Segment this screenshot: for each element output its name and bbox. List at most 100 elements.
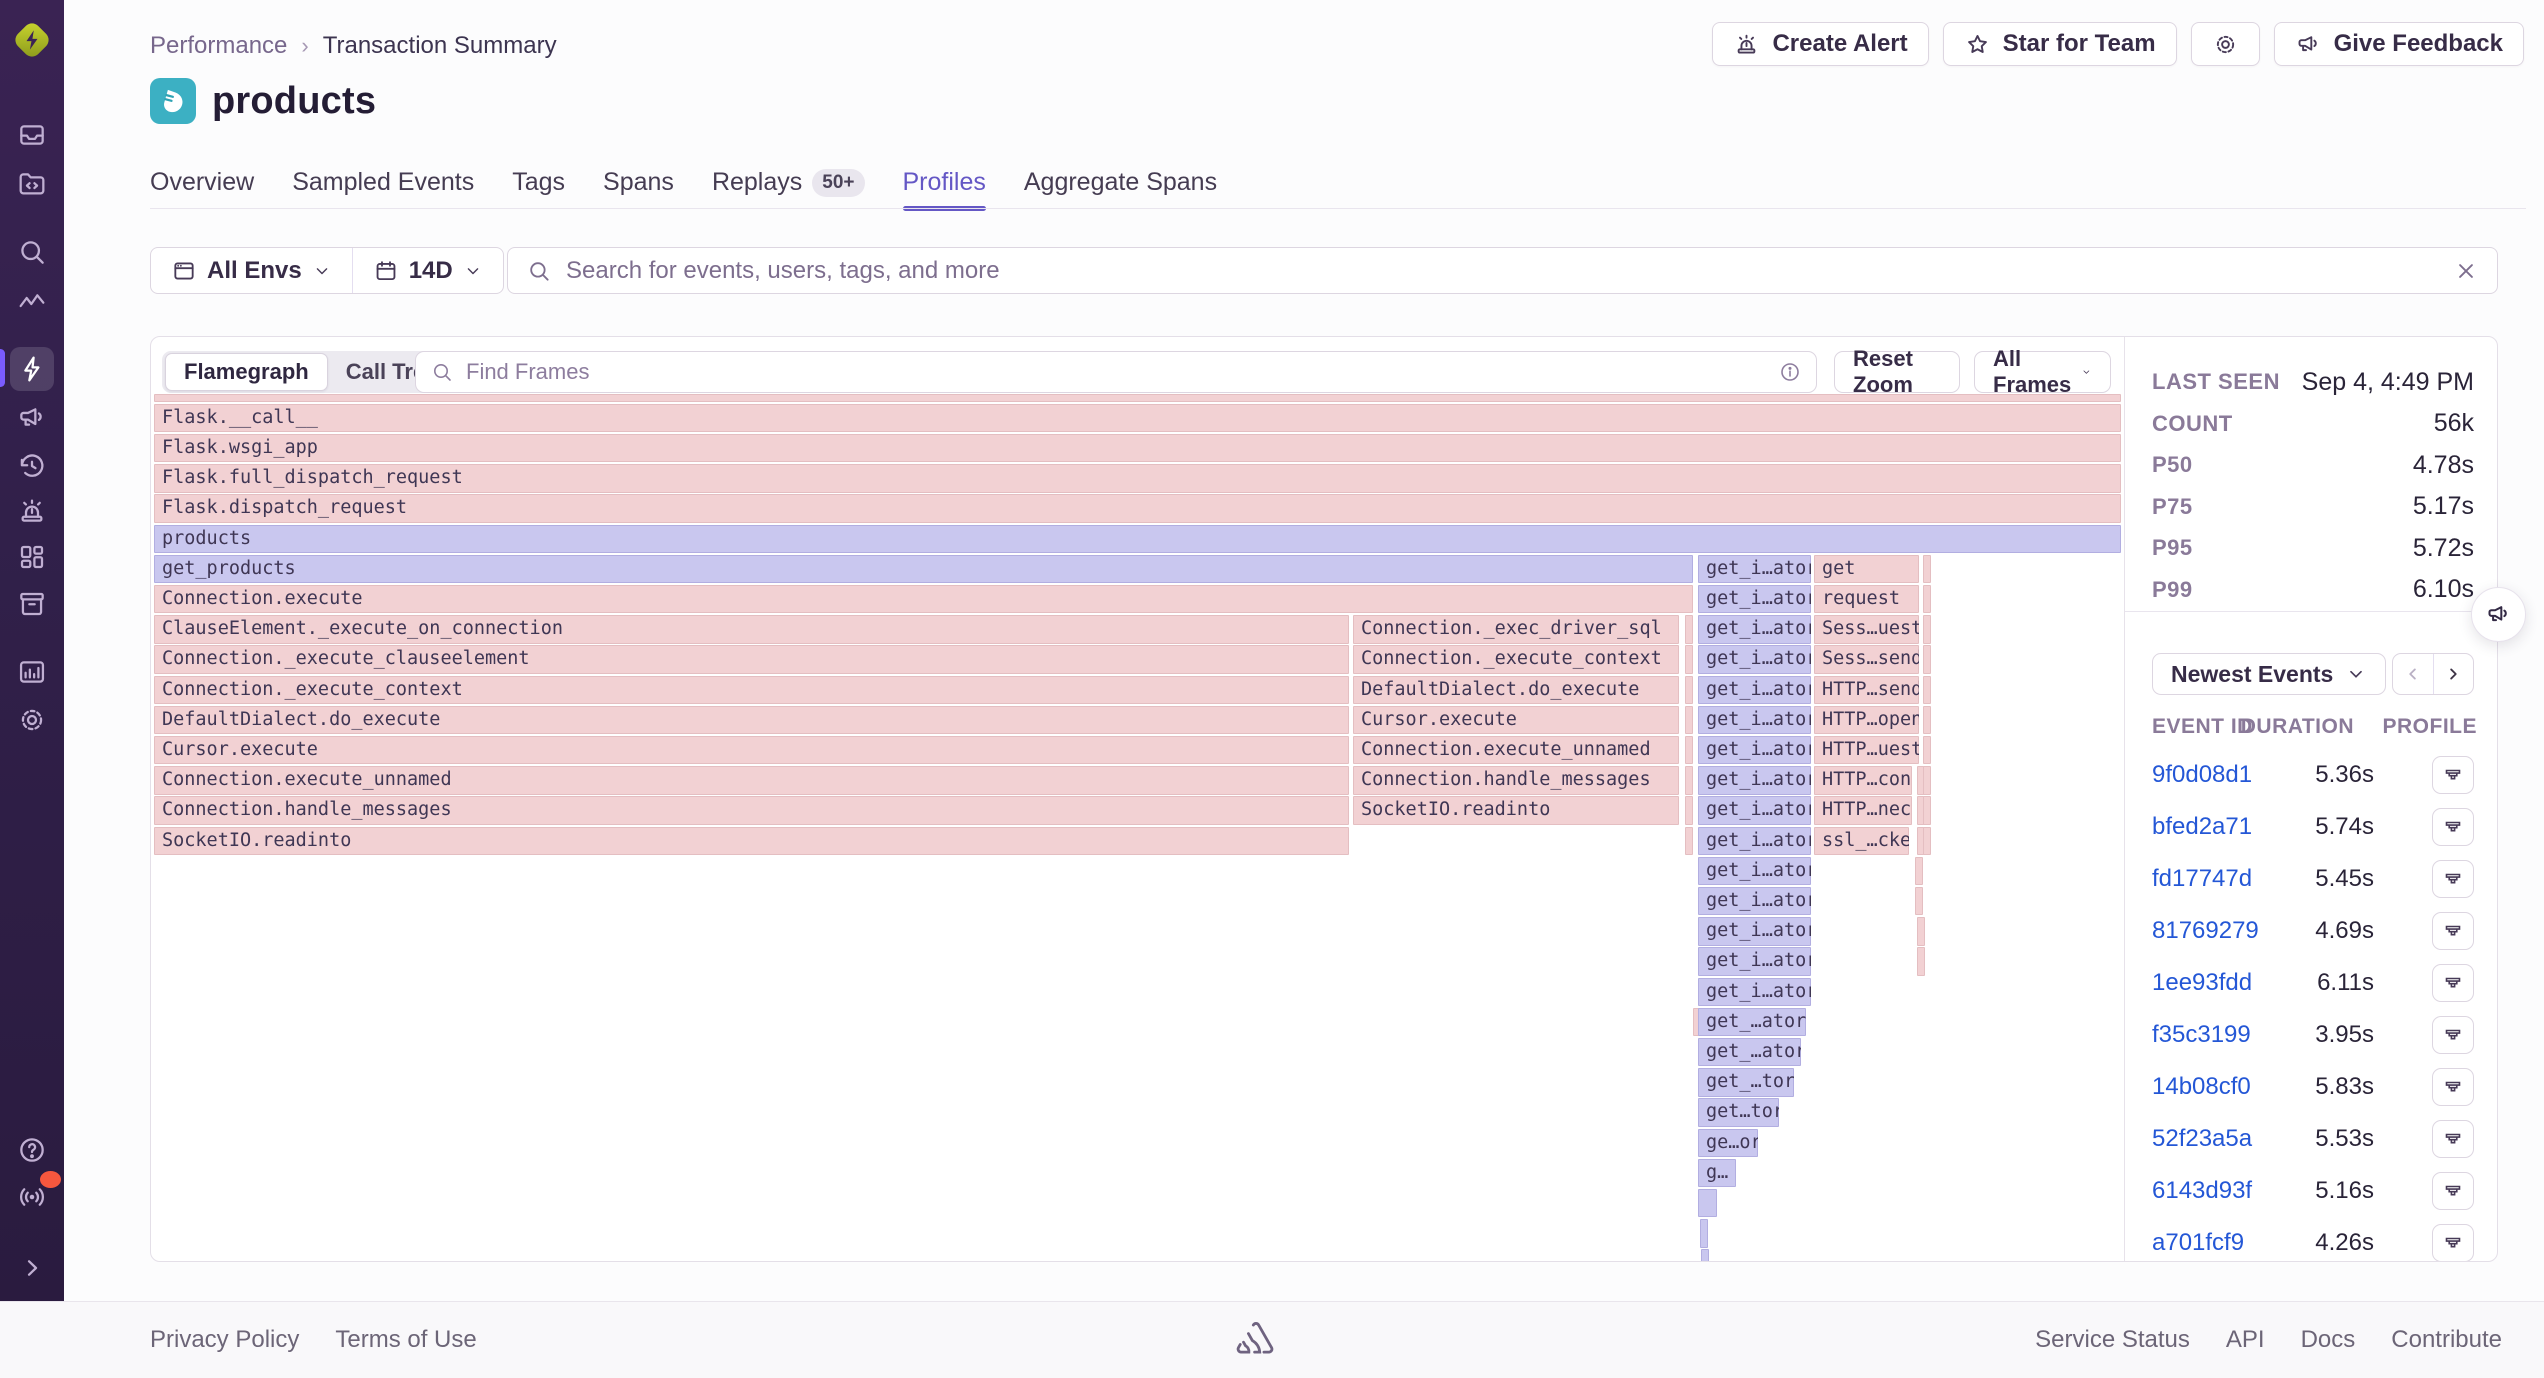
flame-frame[interactable] [1923,766,1931,795]
flamegraph-toggle[interactable]: Flamegraph [165,353,328,391]
flame-frame[interactable] [1923,735,1931,765]
flame-frame[interactable]: Flask.full_dispatch_request [154,464,2121,493]
sort-events-dropdown[interactable]: Newest Events [2152,653,2387,695]
flame-frame[interactable]: DefaultDialect.do_execute [154,705,1349,735]
flame-frame[interactable] [1923,705,1931,735]
flame-frame[interactable] [1685,705,1693,735]
flame-frame[interactable] [1923,615,1931,644]
flame-frame[interactable]: g… [1698,1158,1736,1188]
flame-frame[interactable]: get_i…ator [1698,947,1811,976]
flame-frame[interactable] [1923,826,1931,855]
flame-frame[interactable]: HTTP…uest [1814,735,1919,765]
sidebar-item-stats[interactable] [10,650,54,694]
sidebar-item-help[interactable] [10,1128,54,1172]
flame-frame[interactable]: get_i…ator [1698,977,1811,1006]
event-id-link[interactable]: 6143d93f [2152,1177,2253,1204]
flame-frame[interactable]: get_i…ator [1698,675,1811,704]
settings-button[interactable] [2190,22,2260,66]
flame-frame[interactable]: get_i…ator [1698,856,1811,886]
sidebar-item-projects[interactable] [10,162,54,206]
flame-frame[interactable] [1698,1188,1717,1218]
sidebar-item-releases[interactable] [10,582,54,626]
flame-frame[interactable]: HTTP…nect [1814,796,1912,825]
flame-frame[interactable] [1917,917,1925,946]
flame-frame[interactable]: get_i…ator [1698,584,1811,614]
info-icon[interactable] [1778,360,1802,384]
all-frames-dropdown[interactable]: All Frames [1974,346,2111,397]
sentry-logo[interactable] [10,18,54,62]
flame-frame[interactable]: Flask.wsgi_app [154,433,2121,463]
footer-link-privacy-policy[interactable]: Privacy Policy [150,1326,300,1353]
flame-frame[interactable] [1693,1007,1701,1037]
tab-aggregate-spans[interactable]: Aggregate Spans [1024,168,1217,209]
tab-overview[interactable]: Overview [150,168,254,209]
flame-frame[interactable] [1685,796,1693,825]
sidebar-item-performance[interactable] [10,280,54,324]
flame-frame[interactable] [1685,735,1693,765]
flame-frame[interactable] [154,394,2121,402]
flame-frame[interactable] [1685,645,1693,674]
sidebar-item-alerts[interactable] [10,489,54,533]
flame-frame[interactable]: get_…ator [1698,1037,1801,1067]
event-id-link[interactable]: f35c3199 [2152,1021,2251,1048]
flame-frame[interactable]: Connection.execute_unnamed [154,766,1349,795]
flame-frame[interactable]: get_i…ator [1698,645,1811,674]
flame-frame[interactable] [1923,584,1931,614]
footer-link-terms-of-use[interactable]: Terms of Use [335,1326,477,1353]
flame-frame[interactable] [1915,886,1923,916]
flame-frame[interactable]: Sess…uest [1814,615,1919,644]
tab-sampled-events[interactable]: Sampled Events [292,168,474,209]
flame-frame[interactable] [1917,947,1925,976]
flame-frame[interactable]: Connection.handle_messages [154,796,1349,825]
flame-frame[interactable] [1701,1249,1709,1261]
flame-frame[interactable]: get_i…ator [1698,705,1811,735]
flame-frame[interactable]: get_i…ator [1698,826,1811,855]
flame-frame[interactable]: get…tor [1698,1098,1779,1127]
create-alert-button[interactable]: Create Alert [1712,22,1929,66]
flame-frame[interactable]: get_…tor [1698,1068,1794,1097]
sidebar-item-collapse[interactable] [10,1246,54,1290]
sidebar-item-settings[interactable] [10,698,54,742]
flame-frame[interactable]: Connection._exec_driver_sql [1353,615,1679,644]
tab-replays[interactable]: Replays 50+ [712,168,865,209]
flame-frame[interactable]: get_i…ator [1698,796,1811,825]
open-profile-button[interactable] [2432,964,2474,1002]
tab-profiles[interactable]: Profiles [902,168,987,211]
footer-link-docs[interactable]: Docs [2300,1326,2356,1353]
flame-frame[interactable] [1917,826,1925,855]
flame-frame[interactable]: SocketIO.readinto [154,826,1349,855]
event-id-link[interactable]: fd17747d [2152,865,2253,892]
open-profile-button[interactable] [2432,860,2474,898]
flame-frame[interactable]: Flask.dispatch_request [154,494,2121,523]
flame-frame[interactable]: Cursor.execute [154,735,1349,765]
flame-frame[interactable]: ge…or [1698,1128,1758,1157]
open-profile-button[interactable] [2432,808,2474,846]
sidebar-item-service-updates[interactable] [10,1171,61,1219]
flame-frame[interactable]: HTTP…conn [1814,766,1912,795]
flame-frame[interactable] [1915,856,1923,886]
sidebar-item-search[interactable] [10,230,54,274]
tab-spans[interactable]: Spans [603,168,674,209]
breadcrumb-performance[interactable]: Performance [150,32,288,59]
event-id-link[interactable]: 14b08cf0 [2152,1073,2251,1100]
flame-frame[interactable] [1685,826,1693,855]
flame-frame[interactable]: ssl_…cket [1814,826,1909,855]
open-profile-button[interactable] [2432,756,2474,794]
flame-frame[interactable] [1923,796,1931,825]
flame-frame[interactable]: get_products [154,554,1693,584]
date-range-dropdown[interactable]: 14D [353,257,503,285]
flame-frame[interactable]: request [1814,584,1919,614]
sidebar-item-profiling[interactable] [10,347,54,391]
footer-link-api[interactable]: API [2225,1326,2265,1353]
event-id-link[interactable]: bfed2a71 [2152,813,2253,840]
flame-frame[interactable]: products [154,524,2121,553]
flame-frame[interactable]: get_i…ator [1698,886,1811,916]
flame-frame[interactable] [1685,766,1693,795]
flame-frame[interactable]: get_i…ator [1698,615,1811,644]
sidebar-item-feedback[interactable] [10,396,54,440]
flame-frame[interactable] [1700,1219,1708,1248]
clear-search-icon[interactable] [2453,258,2479,284]
next-page-button[interactable] [2434,654,2474,694]
open-profile-button[interactable] [2432,1224,2474,1261]
flame-frame[interactable]: Sess…send [1814,645,1919,674]
